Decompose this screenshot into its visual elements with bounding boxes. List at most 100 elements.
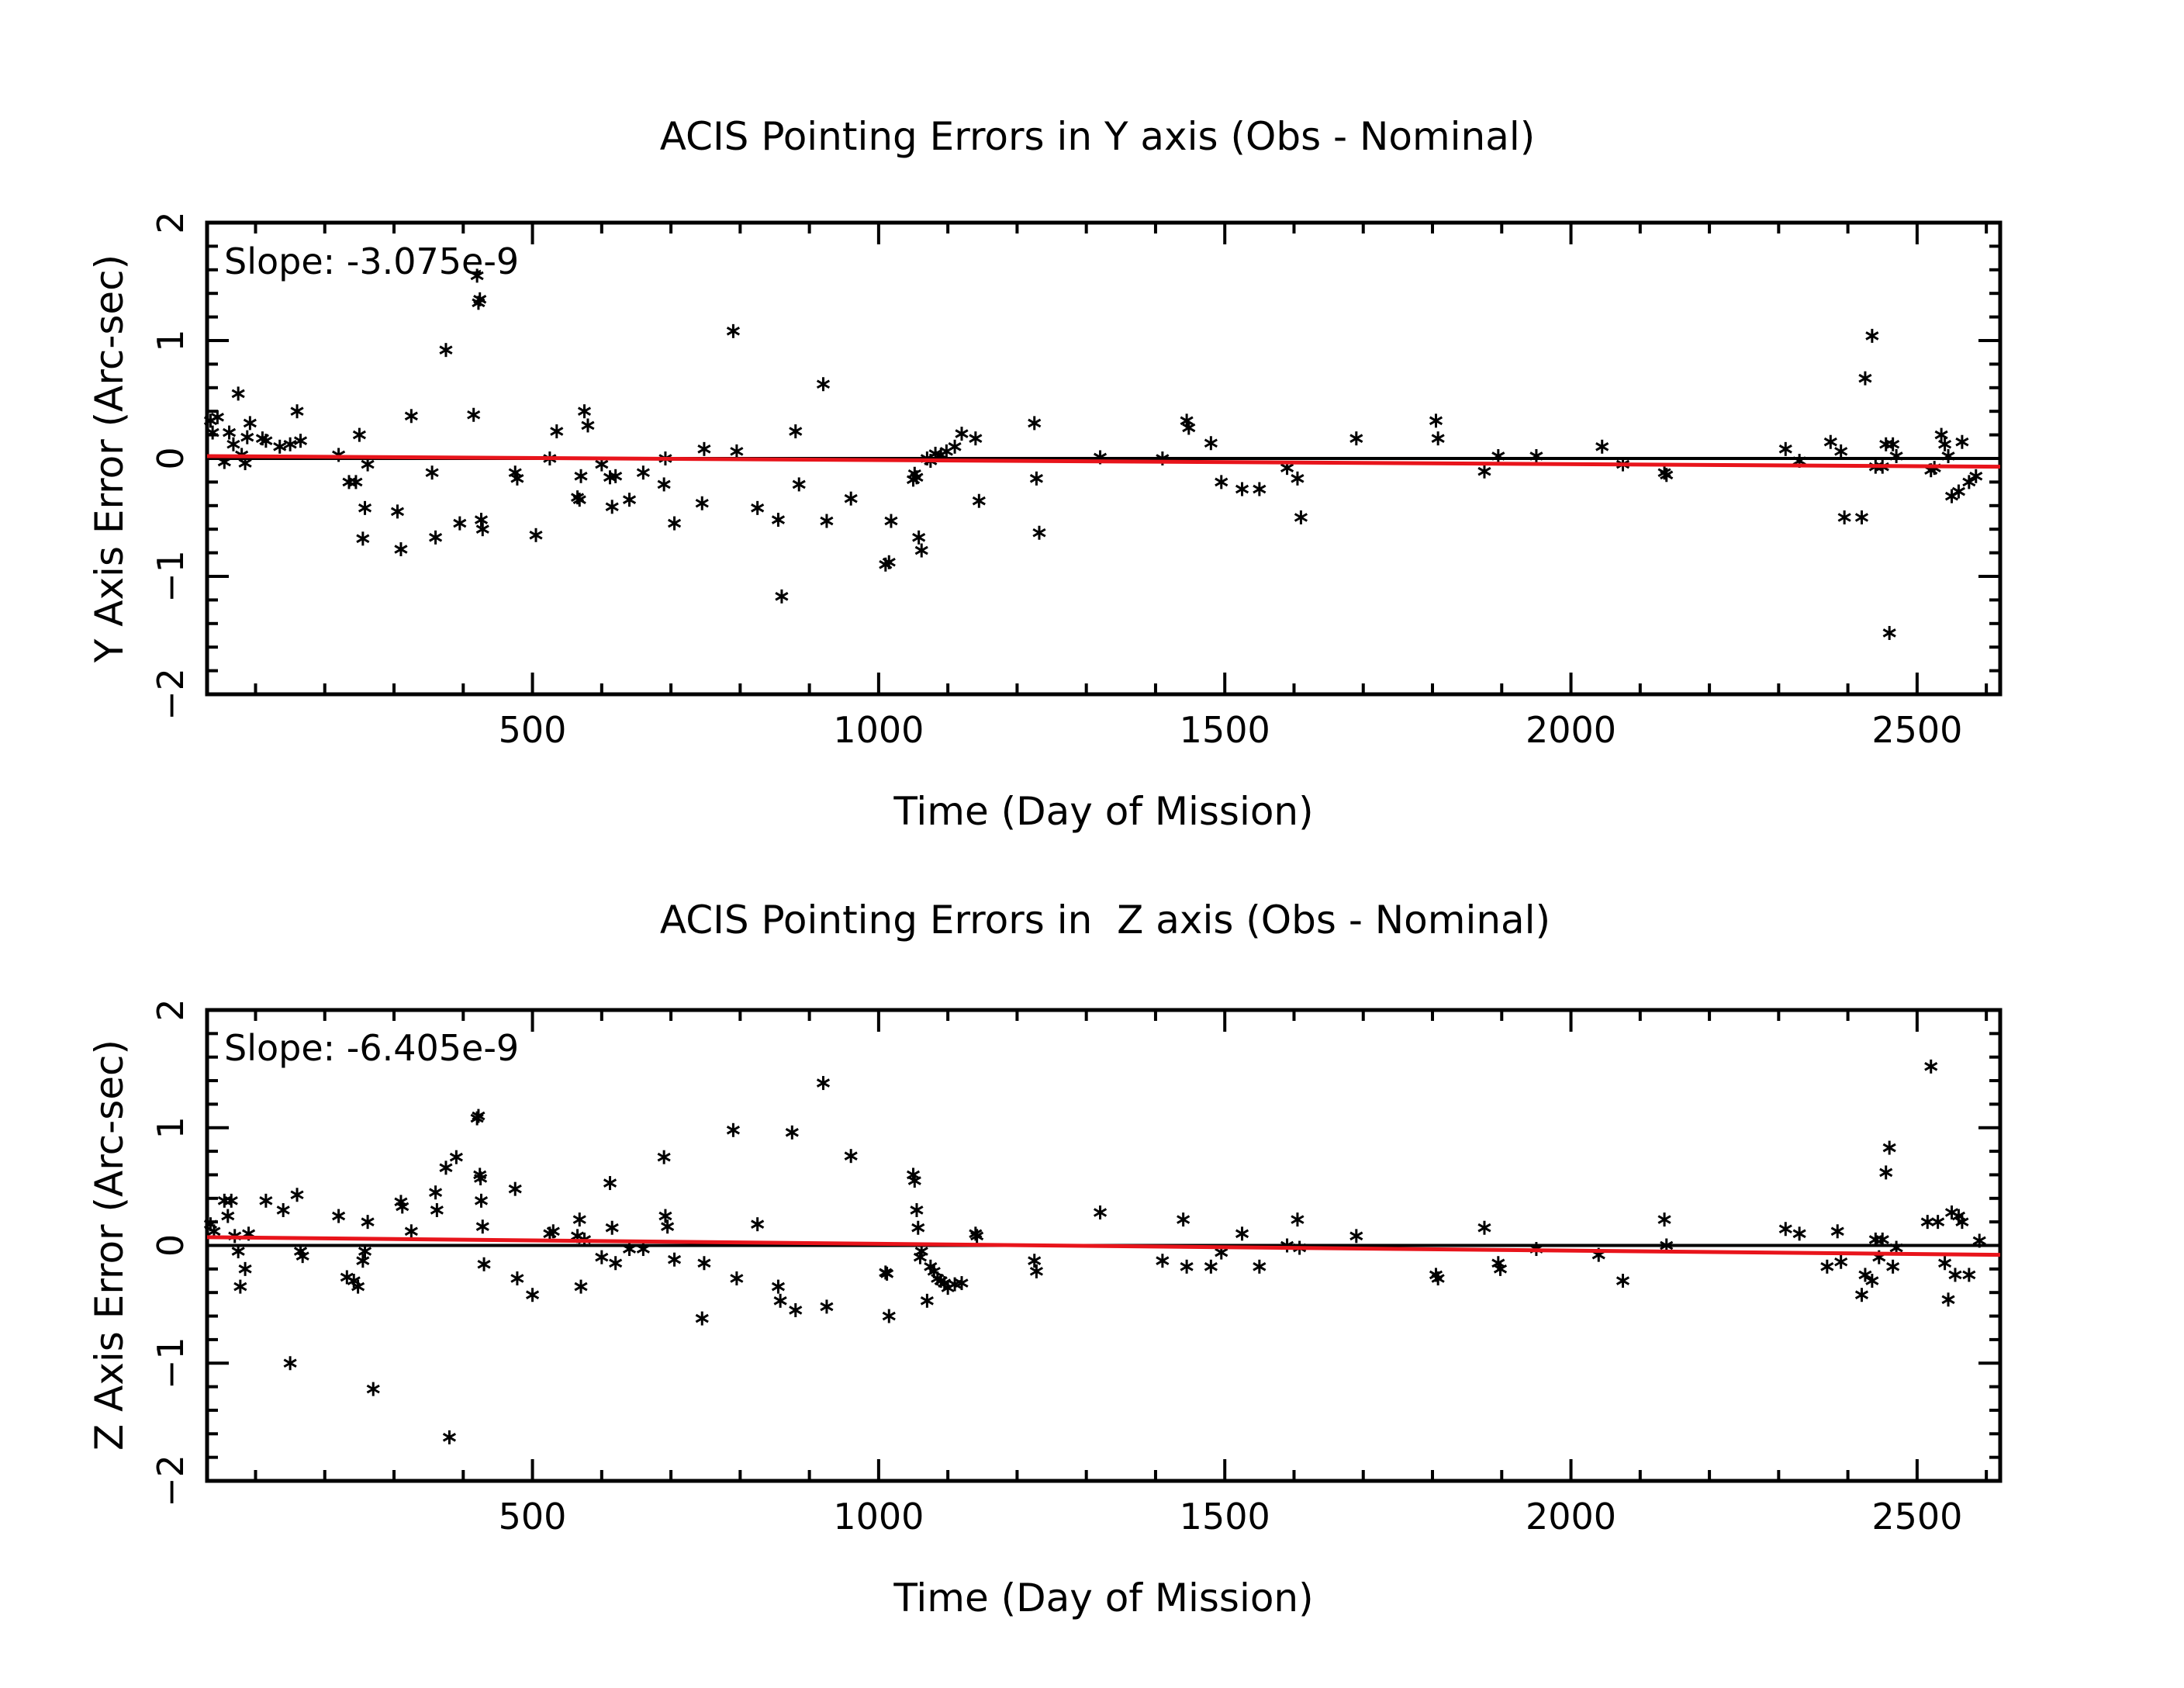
z-axis-error-panel: ACIS Pointing Errors in Z axis (Obs - No… [87, 898, 2003, 1621]
data-point [529, 528, 543, 542]
data-point [290, 1188, 304, 1202]
data-point [603, 1176, 617, 1191]
data-point [356, 531, 370, 546]
data-point [1660, 468, 1674, 483]
fit-line [206, 454, 2001, 469]
data-point [470, 1111, 484, 1126]
data-point [1429, 413, 1443, 428]
data-point [1944, 489, 1959, 503]
data-point [508, 1181, 522, 1196]
data-point [425, 465, 439, 480]
data-point [429, 530, 443, 545]
data-point [1834, 444, 1848, 458]
axis-ticks [207, 223, 2000, 694]
data-point [1253, 1259, 1267, 1274]
data-point [1879, 437, 1893, 451]
data-point [1962, 475, 1976, 489]
data-point [550, 424, 564, 439]
x-tick-label: 2500 [1871, 1496, 1962, 1538]
data-point [667, 516, 682, 531]
data-point [293, 434, 308, 448]
data-point [1886, 1259, 1900, 1274]
data-point [1886, 437, 1900, 451]
data-point [789, 1302, 803, 1317]
data-point [1889, 448, 1903, 463]
data-point [911, 1220, 925, 1235]
data-point [442, 1430, 457, 1444]
data-point [1477, 1220, 1491, 1235]
data-point [785, 1125, 799, 1140]
data-point [695, 496, 709, 510]
data-point [1941, 1292, 1955, 1307]
data-point [390, 504, 405, 519]
data-point [361, 1215, 375, 1230]
data-point [430, 1202, 444, 1217]
data-point [358, 1244, 372, 1259]
data-point [1291, 471, 1305, 486]
data-point [394, 542, 408, 557]
chart-title: ACIS Pointing Errors in Y axis (Obs - No… [660, 114, 1536, 159]
data-point [1969, 469, 1983, 483]
y-tick-label: −1 [150, 550, 192, 603]
data-point [771, 513, 786, 528]
data-point [697, 1256, 711, 1271]
data-point [290, 404, 304, 419]
y-axis-label: Y Axis Error (Arc-sec) [87, 254, 132, 663]
data-point [844, 491, 858, 506]
data-point [238, 1261, 252, 1276]
data-point [1778, 441, 1792, 456]
x-tick-label: 500 [499, 1496, 567, 1538]
data-point [259, 434, 273, 448]
data-point [1924, 1059, 1938, 1074]
x-tick-label: 1500 [1180, 709, 1270, 751]
data-point [473, 292, 487, 306]
data-point [477, 1257, 491, 1271]
data-point [283, 1356, 297, 1371]
data-point [1865, 1274, 1879, 1288]
data-point [1951, 484, 1966, 499]
data-point [352, 427, 366, 442]
y-tick-label: −2 [150, 1455, 192, 1507]
data-point [474, 513, 489, 528]
data-point [332, 1209, 346, 1223]
data-point [1294, 510, 1308, 524]
data-point [475, 1219, 489, 1234]
data-point [224, 1193, 238, 1208]
data-point [920, 1293, 934, 1308]
data-point [970, 1229, 984, 1244]
data-point [1882, 1140, 1896, 1155]
y-tick-label: 1 [150, 1116, 192, 1139]
data-point [1180, 1259, 1194, 1274]
data-point [910, 1202, 924, 1217]
data-point [636, 465, 650, 480]
y-tick-label: −1 [150, 1337, 192, 1389]
data-point [361, 457, 375, 472]
data-point [1938, 1256, 1952, 1271]
data-points [203, 1059, 1986, 1444]
data-point [1235, 1226, 1249, 1241]
data-point [206, 425, 219, 440]
data-point [1882, 625, 1896, 640]
fit-line [206, 1235, 2001, 1257]
data-point [658, 1209, 672, 1223]
data-point [349, 475, 363, 489]
data-point [657, 477, 671, 492]
data-point [1595, 439, 1609, 454]
data-point [609, 1256, 623, 1271]
data-point [276, 1202, 290, 1217]
data-point [238, 456, 252, 471]
data-point [1875, 1232, 1889, 1247]
data-point [609, 469, 623, 483]
data-point [1955, 434, 1969, 449]
data-point [1235, 482, 1249, 496]
data-point [572, 493, 586, 507]
data-point [1477, 464, 1491, 479]
x-axis-label: Time (Day of Mission) [893, 789, 1313, 834]
data-point [751, 500, 765, 515]
data-point [1920, 1215, 1934, 1230]
data-point [972, 493, 986, 508]
data-point [572, 1212, 586, 1227]
data-point [1830, 1224, 1844, 1239]
chart-title: ACIS Pointing Errors in Z axis (Obs - No… [660, 898, 1550, 943]
